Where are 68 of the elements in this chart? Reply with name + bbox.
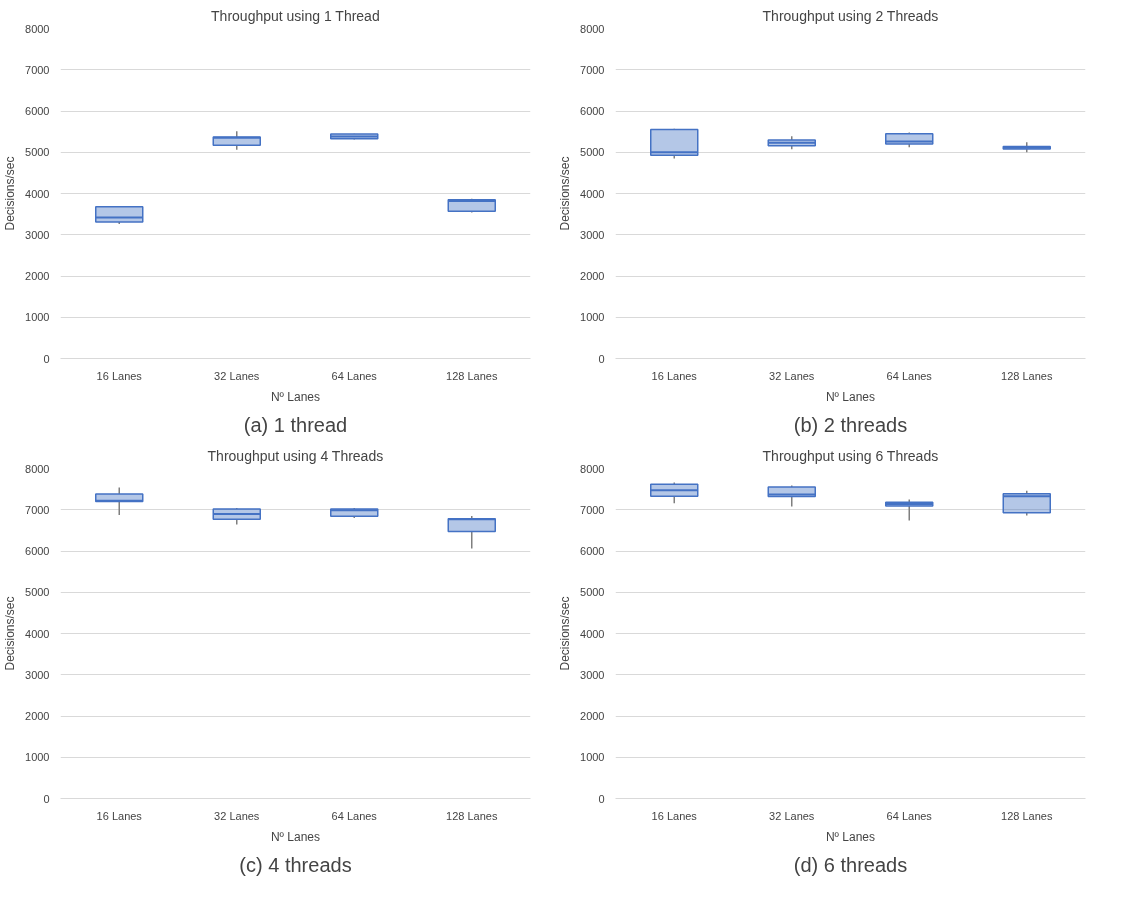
x-tick-label: 128 Lanes: [1001, 369, 1053, 382]
chart-title: Throughput using 6 Threads: [762, 447, 939, 464]
x-tick-label: 64 Lanes: [331, 809, 378, 822]
y-axis-title: Decisions/sec: [3, 156, 18, 231]
y-tick-label: 7000: [25, 503, 50, 516]
x-tick-label: 128 Lanes: [1001, 809, 1053, 822]
x-tick-label: 32 Lanes: [214, 369, 260, 382]
y-tick-label: 5000: [580, 586, 605, 599]
text: (c) 4 threads: [239, 853, 352, 876]
text: (a) 1 thread: [243, 413, 348, 436]
y-tick-label: 4000: [580, 187, 605, 200]
text: (d) 6 threads: [793, 853, 908, 876]
y-tick-label: 8000: [580, 22, 605, 35]
x-tick-label: 16 Lanes: [651, 809, 698, 822]
y-tick-label: 4000: [25, 187, 50, 200]
y-tick-label: 0: [43, 352, 50, 365]
y-tick-label: 0: [43, 792, 50, 805]
y-tick-label: 3000: [25, 668, 50, 681]
y-tick-label: 1000: [25, 751, 50, 764]
x-axis-title: Nº Lanes: [270, 829, 321, 844]
x-tick-label: 16 Lanes: [651, 369, 698, 382]
y-axis-title: Decisions/sec: [3, 596, 18, 671]
y-tick-label: 1000: [580, 311, 605, 324]
x-axis-title: Nº Lanes: [825, 829, 876, 844]
y-tick-label: 5000: [25, 146, 50, 159]
x-tick-label: 64 Lanes: [886, 809, 933, 822]
y-tick-label: 1000: [25, 311, 50, 324]
y-tick-label: 1000: [580, 751, 605, 764]
y-tick-label: 2000: [25, 710, 50, 722]
x-axis-title: Nº Lanes: [270, 389, 321, 404]
y-tick-label: 8000: [25, 462, 50, 475]
y-tick-label: 2000: [25, 270, 50, 282]
y-tick-label: 5000: [25, 586, 50, 599]
y-tick-label: 3000: [25, 228, 50, 241]
y-tick-label: 4000: [25, 627, 50, 640]
chart-title: Throughput using 1 Thread: [211, 7, 380, 24]
x-tick-label: 32 Lanes: [769, 369, 815, 382]
chart-title: Throughput using 4 Threads: [207, 447, 384, 464]
x-tick-label: 64 Lanes: [331, 369, 378, 382]
y-tick-label: 2000: [580, 710, 605, 722]
y-tick-label: 7000: [25, 63, 50, 76]
y-tick-label: 5000: [580, 146, 605, 159]
y-axis-title: Decisions/sec: [558, 156, 573, 231]
y-tick-label: 2000: [580, 270, 605, 282]
x-tick-label: 32 Lanes: [769, 809, 815, 822]
x-tick-label: 16 Lanes: [96, 809, 143, 822]
text: (b) 2 threads: [793, 413, 908, 436]
y-tick-label: 6000: [25, 545, 50, 557]
y-tick-label: 6000: [580, 105, 605, 117]
y-tick-label: 6000: [25, 105, 50, 117]
x-tick-label: 128 Lanes: [446, 369, 498, 382]
y-tick-label: 3000: [580, 228, 605, 241]
y-axis-title: Decisions/sec: [558, 596, 573, 671]
y-tick-label: 4000: [580, 627, 605, 640]
y-tick-label: 7000: [580, 63, 605, 76]
chart-title: Throughput using 2 Threads: [762, 7, 939, 24]
y-tick-label: 0: [598, 792, 605, 805]
x-tick-label: 32 Lanes: [214, 809, 260, 822]
y-tick-label: 8000: [25, 22, 50, 35]
x-tick-label: 64 Lanes: [886, 369, 933, 382]
y-tick-label: 3000: [580, 668, 605, 681]
x-tick-label: 128 Lanes: [446, 809, 498, 822]
y-tick-label: 8000: [580, 462, 605, 475]
y-tick-label: 7000: [580, 503, 605, 516]
y-tick-label: 0: [598, 352, 605, 365]
x-tick-label: 16 Lanes: [96, 369, 143, 382]
y-tick-label: 6000: [580, 545, 605, 557]
x-axis-title: Nº Lanes: [825, 389, 876, 404]
